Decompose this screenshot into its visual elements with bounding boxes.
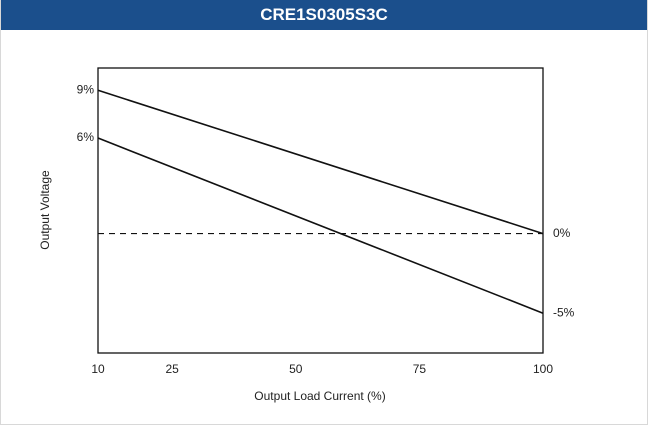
y-tick-label: 9%	[77, 82, 95, 96]
x-tick-label: 10	[91, 362, 105, 376]
y-tick-label: 6%	[77, 130, 95, 144]
series-line	[97, 137, 544, 314]
y2-tick-label: 0%	[553, 226, 571, 240]
x-axis-label: Output Load Current (%)	[254, 389, 385, 403]
x-tick-label: 50	[289, 362, 303, 376]
x-tick-label: 100	[533, 362, 553, 376]
plot-frame	[97, 67, 544, 354]
x-tick-label: 75	[413, 362, 427, 376]
y2-tick-label: -5%	[553, 305, 575, 319]
chart-title: CRE1S0305S3C	[1, 0, 647, 30]
x-tick-label: 25	[165, 362, 179, 376]
series-line	[97, 89, 544, 235]
y-axis-label: Output Voltage	[38, 170, 52, 250]
